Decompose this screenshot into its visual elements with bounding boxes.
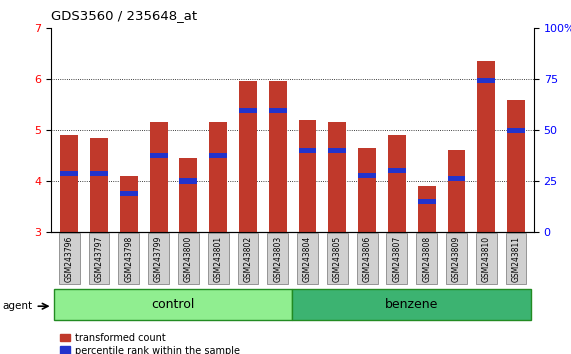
Bar (239, 81, 257, 232)
Text: GSM243800: GSM243800 (184, 236, 193, 282)
FancyBboxPatch shape (148, 233, 169, 284)
FancyBboxPatch shape (54, 289, 292, 320)
Text: benzene: benzene (385, 298, 439, 311)
FancyBboxPatch shape (267, 233, 288, 284)
Bar (61, 171, 78, 176)
Text: GSM243797: GSM243797 (95, 236, 103, 282)
Bar (61, 135, 78, 232)
Bar (507, 99, 525, 232)
FancyBboxPatch shape (387, 233, 407, 284)
Bar (448, 150, 465, 232)
Bar (507, 127, 525, 133)
Bar (179, 158, 198, 232)
Bar (120, 176, 138, 232)
Bar (477, 78, 495, 83)
Bar (209, 153, 227, 158)
Bar (388, 168, 406, 173)
Bar (179, 178, 198, 183)
FancyBboxPatch shape (505, 233, 526, 284)
FancyBboxPatch shape (118, 233, 139, 284)
Bar (90, 138, 108, 232)
Bar (418, 199, 436, 204)
Bar (299, 148, 316, 153)
FancyBboxPatch shape (178, 233, 199, 284)
Bar (358, 148, 376, 232)
Text: GSM243803: GSM243803 (274, 236, 282, 282)
Bar (239, 108, 257, 113)
Text: GSM243798: GSM243798 (124, 236, 133, 282)
Bar (269, 108, 287, 113)
FancyBboxPatch shape (208, 233, 228, 284)
FancyBboxPatch shape (357, 233, 377, 284)
FancyBboxPatch shape (292, 289, 531, 320)
Bar (269, 81, 287, 232)
Bar (418, 186, 436, 232)
Bar (150, 122, 167, 232)
Text: agent: agent (3, 301, 33, 311)
Text: GSM243810: GSM243810 (482, 236, 490, 282)
Text: GSM243807: GSM243807 (392, 236, 401, 282)
FancyBboxPatch shape (89, 233, 110, 284)
FancyBboxPatch shape (416, 233, 437, 284)
Text: GSM243809: GSM243809 (452, 236, 461, 282)
Bar (358, 173, 376, 178)
Bar (388, 135, 406, 232)
FancyBboxPatch shape (446, 233, 467, 284)
Bar (299, 120, 316, 232)
Text: GSM243811: GSM243811 (512, 236, 521, 282)
Bar (328, 148, 346, 153)
Text: GSM243808: GSM243808 (422, 236, 431, 282)
Text: GSM243799: GSM243799 (154, 236, 163, 282)
Text: GSM243806: GSM243806 (363, 236, 372, 282)
Text: GSM243804: GSM243804 (303, 236, 312, 282)
FancyBboxPatch shape (476, 233, 497, 284)
Bar (477, 61, 495, 232)
FancyBboxPatch shape (59, 233, 80, 284)
Text: GSM243801: GSM243801 (214, 236, 223, 282)
Legend: transformed count, percentile rank within the sample: transformed count, percentile rank withi… (57, 329, 244, 354)
Bar (209, 122, 227, 232)
Text: control: control (151, 298, 195, 311)
FancyBboxPatch shape (238, 233, 259, 284)
Bar (120, 191, 138, 196)
Bar (90, 171, 108, 176)
FancyBboxPatch shape (327, 233, 348, 284)
Text: GSM243805: GSM243805 (333, 236, 342, 282)
Text: GSM243796: GSM243796 (65, 236, 74, 282)
Bar (150, 153, 167, 158)
Bar (448, 176, 465, 181)
FancyBboxPatch shape (297, 233, 318, 284)
Text: GDS3560 / 235648_at: GDS3560 / 235648_at (51, 9, 198, 22)
Bar (328, 122, 346, 232)
Text: GSM243802: GSM243802 (243, 236, 252, 282)
